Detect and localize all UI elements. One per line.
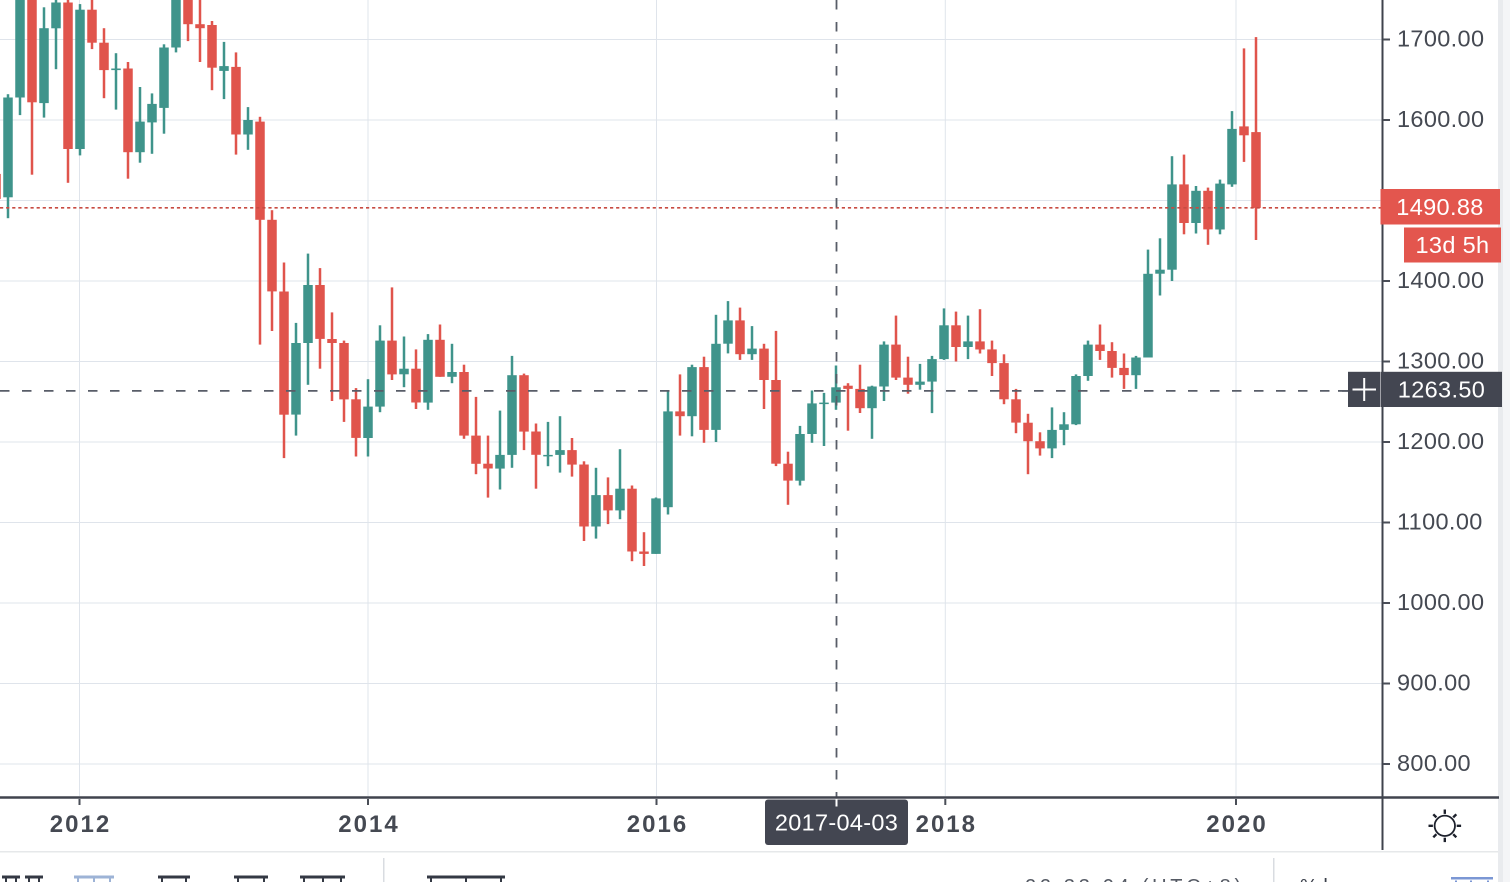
svg-text:1000.00: 1000.00 bbox=[1397, 589, 1484, 615]
svg-text:1400.00: 1400.00 bbox=[1397, 267, 1484, 293]
svg-text:2012: 2012 bbox=[50, 811, 111, 838]
svg-text:2020: 2020 bbox=[1206, 811, 1267, 838]
svg-text:2014: 2014 bbox=[338, 811, 399, 838]
svg-text:1490.88: 1490.88 bbox=[1396, 194, 1483, 220]
svg-text:2016: 2016 bbox=[627, 811, 688, 838]
svg-text:1100.00: 1100.00 bbox=[1397, 509, 1483, 535]
svg-text:1200.00: 1200.00 bbox=[1397, 428, 1484, 454]
svg-text:22:33:04 (UTC+8): 22:33:04 (UTC+8) bbox=[1025, 876, 1245, 882]
svg-text:1700.00: 1700.00 bbox=[1397, 26, 1484, 52]
svg-text:900.00: 900.00 bbox=[1397, 670, 1471, 696]
svg-text:2018: 2018 bbox=[916, 811, 977, 838]
svg-text:800.00: 800.00 bbox=[1397, 750, 1471, 776]
svg-text:13d 5h: 13d 5h bbox=[1416, 232, 1490, 258]
svg-text:1263.50: 1263.50 bbox=[1398, 376, 1485, 402]
svg-text:% log: % log bbox=[1300, 876, 1350, 882]
svg-text:1300.00: 1300.00 bbox=[1397, 348, 1484, 374]
svg-text:1600.00: 1600.00 bbox=[1397, 106, 1484, 132]
svg-text:2017-04-03: 2017-04-03 bbox=[775, 810, 898, 836]
